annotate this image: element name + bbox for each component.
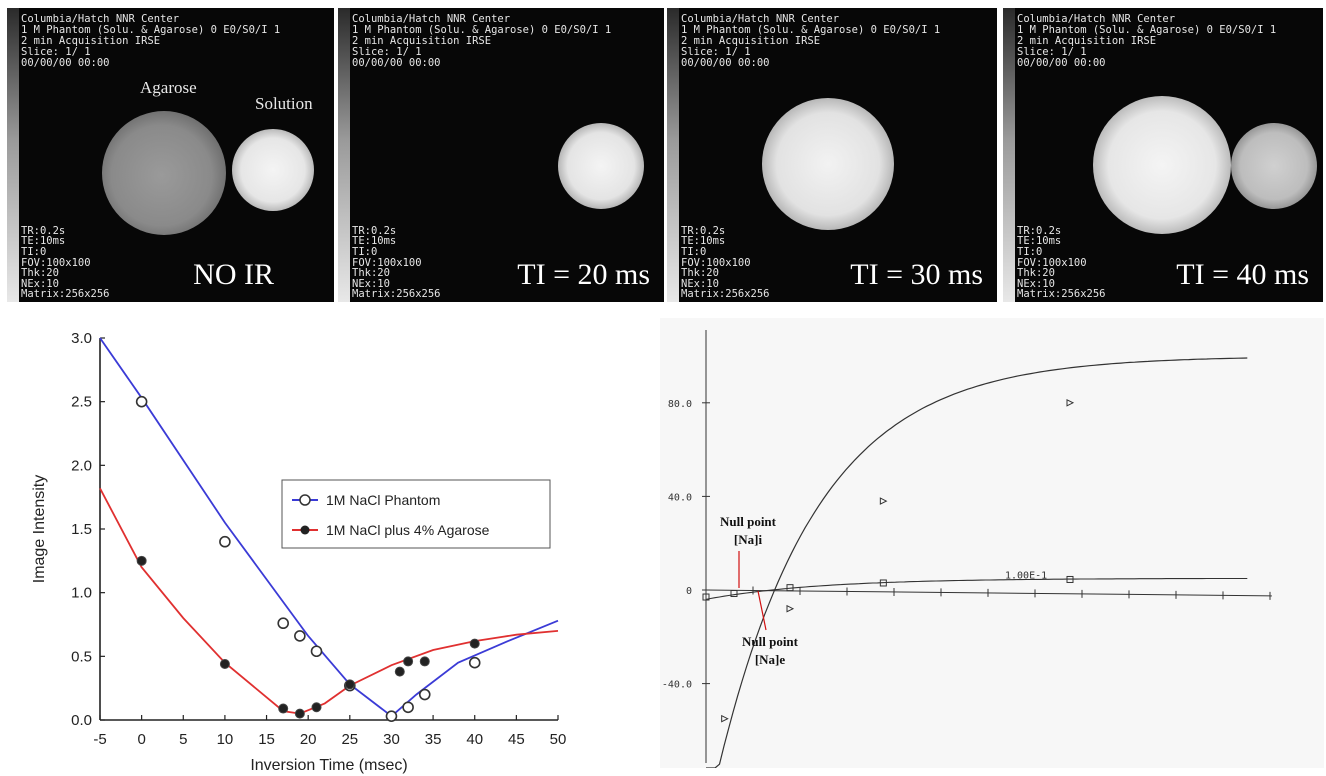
y-tick-label: 40.0 xyxy=(668,492,692,503)
agarose-label: Agarose xyxy=(140,78,197,97)
triangle-marker xyxy=(1066,398,1075,407)
data-point-phantom xyxy=(219,535,231,548)
data-point-agarose xyxy=(294,708,305,719)
x-tick-label: 50 xyxy=(550,731,567,748)
mri-panel-no-ir: Columbia/Hatch NNR Center 1 M Phantom (So… xyxy=(7,8,334,302)
mri-image-row: Columbia/Hatch NNR Center 1 M Phantom (So… xyxy=(0,0,1326,302)
data-point-phantom xyxy=(418,688,431,701)
y-axis-label: Image Intensity xyxy=(31,475,48,584)
mri-panel-ti-40: Columbia/Hatch NNR Center 1 M Phantom (So… xyxy=(1003,8,1323,302)
null-point-chart: 80.0 40.0 0 -40.0 1.00E-1 Null point [Na]i Null… xyxy=(660,318,1324,768)
panel-edge xyxy=(7,8,19,302)
panel-caption: TI = 30 ms xyxy=(850,258,983,291)
data-point-phantom xyxy=(135,395,148,408)
data-point-phantom xyxy=(310,645,323,658)
data-point-agarose xyxy=(136,555,147,566)
data-point-phantom xyxy=(385,710,398,722)
panel-caption: TI = 20 ms xyxy=(517,258,650,291)
panel-header: Columbia/Hatch NNR Center 1 M Phantom (So… xyxy=(21,13,281,69)
legend-marker xyxy=(299,494,311,506)
data-point-agarose xyxy=(219,658,230,669)
data-point-phantom xyxy=(402,701,414,714)
y-tick-label: 0.0 xyxy=(71,712,92,729)
x-tick-label: 15 xyxy=(258,731,275,748)
square-marker xyxy=(786,584,794,592)
agarose-disk xyxy=(762,98,894,230)
mri-panel-ti-30: Columbia/Hatch NNR Center 1 M Phantom (So… xyxy=(667,8,997,302)
panel-header: Columbia/Hatch NNR Center 1 M Phantom (So… xyxy=(352,13,612,69)
data-point-agarose xyxy=(394,666,405,677)
null-point-i-label: Null point xyxy=(720,514,777,529)
x-tick-label: 35 xyxy=(425,731,442,748)
panel-header: Columbia/Hatch NNR Center 1 M Phantom (So… xyxy=(1017,13,1277,69)
triangle-marker xyxy=(879,497,888,505)
legend-label: 1M NaCl plus 4% Agarose xyxy=(326,522,490,538)
panel-caption: TI = 40 ms xyxy=(1176,258,1309,291)
x-tick-label: 5 xyxy=(179,731,187,748)
plot-background xyxy=(660,318,1324,768)
y-tick-label: 2.5 xyxy=(71,394,92,411)
x-tick-label: 25 xyxy=(341,731,358,748)
data-point-agarose xyxy=(403,656,414,667)
y-tick-label: 1.5 xyxy=(71,521,92,538)
data-point-phantom xyxy=(468,656,481,669)
data-point-phantom xyxy=(277,617,290,630)
solution-disk xyxy=(558,123,644,209)
y-tick-label: 0.5 xyxy=(71,648,92,665)
y-tick-label: 0 xyxy=(686,586,692,597)
scan-parameters: TR:0.2s TE:10ms TI:0 FOV:100x100 Thk:20 NEx:1… xyxy=(1017,224,1106,301)
extracellular-curve xyxy=(706,357,1248,768)
data-point-agarose xyxy=(278,703,289,714)
solution-disk xyxy=(1231,123,1317,209)
x-axis-label: Inversion Time (msec) xyxy=(250,757,407,774)
panel-edge xyxy=(1003,8,1015,302)
data-point-agarose xyxy=(344,679,355,690)
legend-label: 1M NaCl Phantom xyxy=(326,492,440,508)
data-point-agarose xyxy=(469,638,480,649)
y-tick-label: 2.0 xyxy=(71,457,92,474)
panel-edge xyxy=(667,8,679,302)
null-point-i-sublabel: [Na]i xyxy=(734,532,763,547)
null-point-e-label: Null point xyxy=(742,634,799,649)
y-tick-label: 3.0 xyxy=(71,330,92,347)
y-tick-label: -40.0 xyxy=(662,680,692,691)
data-point-phantom xyxy=(294,630,306,642)
axis-annotation: 1.00E-1 xyxy=(1005,570,1047,581)
panel-header: Columbia/Hatch NNR Center 1 M Phantom (So… xyxy=(681,13,941,69)
x-tick-label: 20 xyxy=(300,731,317,748)
mri-panel-ti-20: Columbia/Hatch NNR Center 1 M Phantom (So… xyxy=(338,8,664,302)
agarose-disk xyxy=(1093,96,1231,234)
square-marker xyxy=(730,590,738,598)
null-point-e-sublabel: [Na]e xyxy=(755,652,786,667)
solution-label: Solution xyxy=(255,94,313,113)
scan-parameters: TR:0.2s TE:10ms TI:0 FOV:100x100 Thk:20 NEx:1… xyxy=(352,224,441,301)
scan-parameters: TR:0.2s TE:10ms TI:0 FOV:100x100 Thk:20 NEx:1… xyxy=(21,224,110,301)
null-point-e-pointer xyxy=(757,590,767,631)
panel-caption: NO IR xyxy=(193,258,274,291)
x-tick-label: 30 xyxy=(383,731,400,748)
x-tick-label: 45 xyxy=(508,731,525,748)
intracellular-curve xyxy=(705,577,1248,600)
agarose-disk xyxy=(102,111,226,235)
data-point-agarose xyxy=(311,702,322,713)
x-tick-label: -5 xyxy=(93,731,106,748)
solution-disk xyxy=(232,129,314,211)
triangle-marker xyxy=(721,714,729,723)
y-tick-label: 80.0 xyxy=(668,399,692,410)
series-line-1 xyxy=(99,337,559,718)
x-tick-label: 10 xyxy=(217,731,234,748)
x-tick-label: 40 xyxy=(466,731,483,748)
data-point-agarose xyxy=(419,656,430,667)
square-marker xyxy=(1066,575,1074,583)
triangle-marker xyxy=(786,604,795,613)
legend-marker xyxy=(300,525,310,535)
intensity-vs-ti-chart: -5 0 5 10 15 20 25 30 35 40 45 50 0.0 0.5 1.0 1.5 2.0 2.5… xyxy=(31,330,567,774)
scan-parameters: TR:0.2s TE:10ms TI:0 FOV:100x100 Thk:20 NEx:1… xyxy=(681,224,770,301)
panel-edge xyxy=(338,8,350,302)
legend-box xyxy=(281,479,551,549)
square-marker xyxy=(702,593,710,601)
square-marker xyxy=(879,579,887,587)
x-tick-label: 0 xyxy=(137,731,145,748)
y-tick-label: 1.0 xyxy=(71,585,92,602)
